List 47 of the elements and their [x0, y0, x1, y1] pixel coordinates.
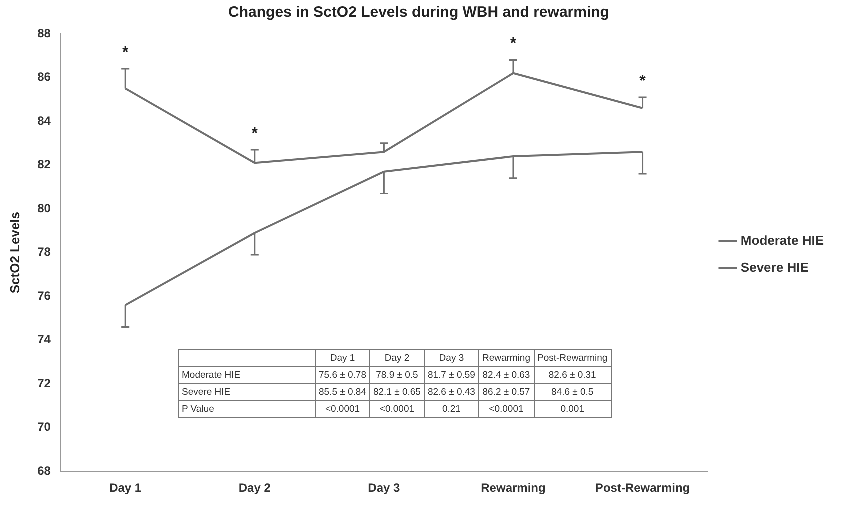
- annotation: 0.001: [534, 400, 612, 418]
- annotation: 81.7 ± 0.59: [424, 366, 479, 384]
- y-tick-label: 78: [38, 245, 52, 260]
- annotation: 78.9 ± 0.5: [370, 366, 424, 384]
- text: Moderate HIE: [182, 370, 241, 380]
- y-tick-label: 88: [38, 26, 52, 40]
- x-tick-label: Rewarming: [481, 481, 546, 496]
- annotation: *: [640, 72, 647, 90]
- annotation: P Value: [178, 400, 316, 418]
- annotation: 75.6 ± 0.78: [316, 366, 370, 384]
- annotation: 85.5 ± 0.84: [316, 384, 370, 400]
- annotation: <0.0001: [478, 400, 534, 418]
- y-tick-label: 72: [38, 376, 52, 390]
- y-tick-label: 70: [38, 420, 52, 434]
- annotation: 82.6 ± 0.43: [424, 384, 479, 400]
- annotation: 82.4 ± 0.63: [478, 366, 534, 384]
- text: Severe HIE: [182, 386, 231, 398]
- y-axis-title: SctO2 Levels: [7, 212, 22, 294]
- annotation: 0.21: [424, 400, 479, 418]
- annotation: *: [510, 36, 518, 53]
- annotation: 82.6 ± 0.31: [534, 366, 612, 384]
- category-label: Day 1: [330, 352, 356, 364]
- category-label: Day 3: [439, 352, 464, 364]
- y-tick-label: 80: [38, 201, 52, 216]
- chart-title: Changes in SctO2 Levels during WBH and rewarming: [228, 4, 610, 22]
- y-tick-label: 76: [38, 288, 52, 303]
- y-tick-label: 82: [38, 158, 52, 172]
- annotation: 86.2 ± 0.57: [478, 384, 534, 400]
- y-tick-label: 74: [38, 332, 52, 347]
- y-tick-label: 68: [38, 464, 52, 478]
- annotation: *: [252, 125, 259, 142]
- y-tick-label: 84: [38, 114, 52, 128]
- category-label: Day 2: [384, 352, 410, 364]
- legend-label: Moderate HIE: [740, 233, 824, 248]
- annotation: *: [122, 44, 130, 62]
- annotation: 84.6 ± 0.5: [534, 384, 612, 400]
- legend-label: Severe HIE: [740, 260, 810, 276]
- x-tick-label: Day 1: [110, 481, 142, 496]
- y-tick-label: 86: [38, 70, 52, 84]
- annotation: <0.0001: [316, 400, 370, 418]
- annotation: <0.0001: [370, 400, 424, 418]
- x-tick-label: Day 2: [238, 481, 272, 496]
- category-label: Rewarming: [482, 352, 530, 364]
- category-label: Post-Rewarming: [538, 352, 608, 364]
- annotation: 82.1 ± 0.65: [370, 384, 424, 400]
- x-tick-label: Post-Rewarming: [595, 481, 690, 496]
- x-tick-label: Day 3: [368, 481, 401, 496]
